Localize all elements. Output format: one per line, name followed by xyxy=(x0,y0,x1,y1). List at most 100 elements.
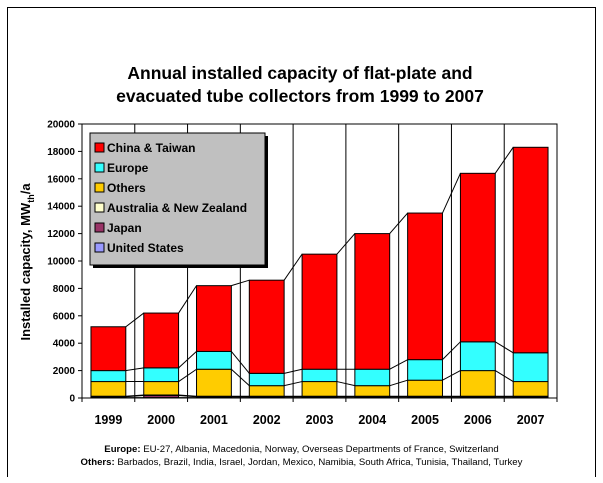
legend-swatch xyxy=(94,222,105,233)
chart-title-line-1: Annual installed capacity of flat-plate … xyxy=(127,63,473,83)
bar-segment xyxy=(354,233,391,370)
bar-segment xyxy=(248,372,285,387)
y-tick-label: 6000 xyxy=(53,311,76,322)
footnote-others-label: Others: xyxy=(80,457,115,468)
series-connector xyxy=(178,368,197,382)
bar-segment xyxy=(90,381,127,397)
bar-segment xyxy=(143,381,180,396)
bar-segment xyxy=(459,172,496,343)
legend-swatch xyxy=(94,162,105,173)
bar-segment xyxy=(301,253,338,370)
y-tick-label: 8000 xyxy=(53,284,76,295)
series-connector xyxy=(231,279,250,287)
bar-segment xyxy=(301,368,338,383)
y-tick-label: 10000 xyxy=(47,257,75,268)
bar-segment xyxy=(407,379,443,397)
series-connector xyxy=(494,370,514,382)
footnote-europe: Europe: EU-27, Albania, Macedonia, Norwa… xyxy=(0,443,603,456)
legend-label: Japan xyxy=(107,221,142,235)
y-axis-title-suffix: /a xyxy=(18,183,33,195)
chart-title-line-2: evacuated tube collectors from 1999 to 2… xyxy=(116,86,484,106)
bar-segment xyxy=(354,385,391,397)
legend-box xyxy=(89,132,266,266)
footnote-europe-text: EU-27, Albania, Macedonia, Norway, Overs… xyxy=(140,444,499,455)
chart-frame xyxy=(7,7,596,477)
bar-segment xyxy=(407,359,443,381)
series-connector xyxy=(442,173,461,214)
series-connector xyxy=(336,381,355,387)
series-connector xyxy=(494,341,514,354)
x-tick-label: 2002 xyxy=(253,413,281,427)
bar-segment xyxy=(407,212,443,361)
legend-label: China & Taiwan xyxy=(107,141,195,155)
y-tick-label: 14000 xyxy=(47,202,75,213)
series-connector xyxy=(389,379,408,387)
series-connector xyxy=(442,341,461,360)
x-tick-label: 2005 xyxy=(411,413,439,427)
x-tick-label: 2007 xyxy=(517,413,545,427)
bar-segment xyxy=(196,285,232,352)
bar-segment xyxy=(512,381,549,397)
series-connector xyxy=(389,212,409,234)
x-tick-label: 2006 xyxy=(464,413,492,427)
series-connector xyxy=(230,351,250,374)
y-axis-title: Installed capacity, MWth/a xyxy=(18,183,36,341)
series-connector xyxy=(389,359,408,370)
series-connector xyxy=(284,368,303,374)
bar-segment xyxy=(512,146,549,354)
legend: China & Taiwan Europe Others Australia & Ne… xyxy=(89,132,268,268)
x-tick-label: 2001 xyxy=(200,413,228,427)
axes: 0 2000 4000 6000 8000 10000 12000 14000 16000 180… xyxy=(47,120,558,427)
bar-segment xyxy=(90,326,127,372)
series-connector-lines xyxy=(125,147,514,399)
bar-segment xyxy=(354,368,391,387)
bar-segment xyxy=(143,367,180,383)
series-connector xyxy=(178,285,197,314)
series-connector xyxy=(283,253,303,281)
y-tick-label: 16000 xyxy=(47,174,75,185)
series-connector xyxy=(442,370,461,381)
x-tick-label: 2004 xyxy=(358,413,386,427)
bar-segment xyxy=(512,352,549,383)
y-tick-label: 18000 xyxy=(47,147,75,158)
series-connector xyxy=(231,368,250,387)
bar-segment xyxy=(459,341,496,372)
legend-label: Europe xyxy=(107,161,149,175)
legend-swatch xyxy=(94,142,105,153)
series-connector xyxy=(125,367,144,372)
legend-swatch xyxy=(94,242,105,253)
series-connector xyxy=(284,381,303,387)
series-connector xyxy=(125,395,144,398)
y-tick-label: 4000 xyxy=(53,339,76,350)
x-tick-label: 2000 xyxy=(147,413,175,427)
legend-label: Others xyxy=(107,181,146,195)
bar-segment xyxy=(143,312,180,369)
legend-swatch xyxy=(94,202,105,213)
y-tick-label: 0 xyxy=(69,394,75,405)
y-axis-title-main: Installed capacity, MW xyxy=(18,202,33,340)
series-connector xyxy=(178,394,197,397)
y-tick-label: 20000 xyxy=(47,120,75,131)
bar-segment xyxy=(196,368,232,397)
series-connector xyxy=(336,233,356,255)
x-tick-label: 1999 xyxy=(94,413,122,427)
bar-segment xyxy=(196,350,232,370)
footnote-others: Others: Barbados, Brazil, India, Israel,… xyxy=(0,456,603,469)
footnotes: Europe: EU-27, Albania, Macedonia, Norwa… xyxy=(0,443,603,469)
y-tick-label: 12000 xyxy=(47,229,75,240)
bar-segment xyxy=(90,370,127,383)
y-axis-title-subscript: th xyxy=(26,194,36,203)
bar-segment xyxy=(301,381,338,397)
bars xyxy=(90,146,549,399)
footnote-europe-label: Europe: xyxy=(104,444,141,455)
y-tick-label: 2000 xyxy=(53,366,76,377)
chart-title: Annual installed capacity of flat-plate … xyxy=(60,62,540,108)
series-connector xyxy=(178,395,197,398)
bar-segment xyxy=(248,385,285,397)
legend-label: United States xyxy=(107,241,184,255)
series-connector xyxy=(125,312,145,328)
x-tick-label: 2003 xyxy=(306,413,334,427)
bar-segment xyxy=(248,279,285,374)
footnote-others-text: Barbados, Brazil, India, Israel, Jordan,… xyxy=(114,457,523,468)
